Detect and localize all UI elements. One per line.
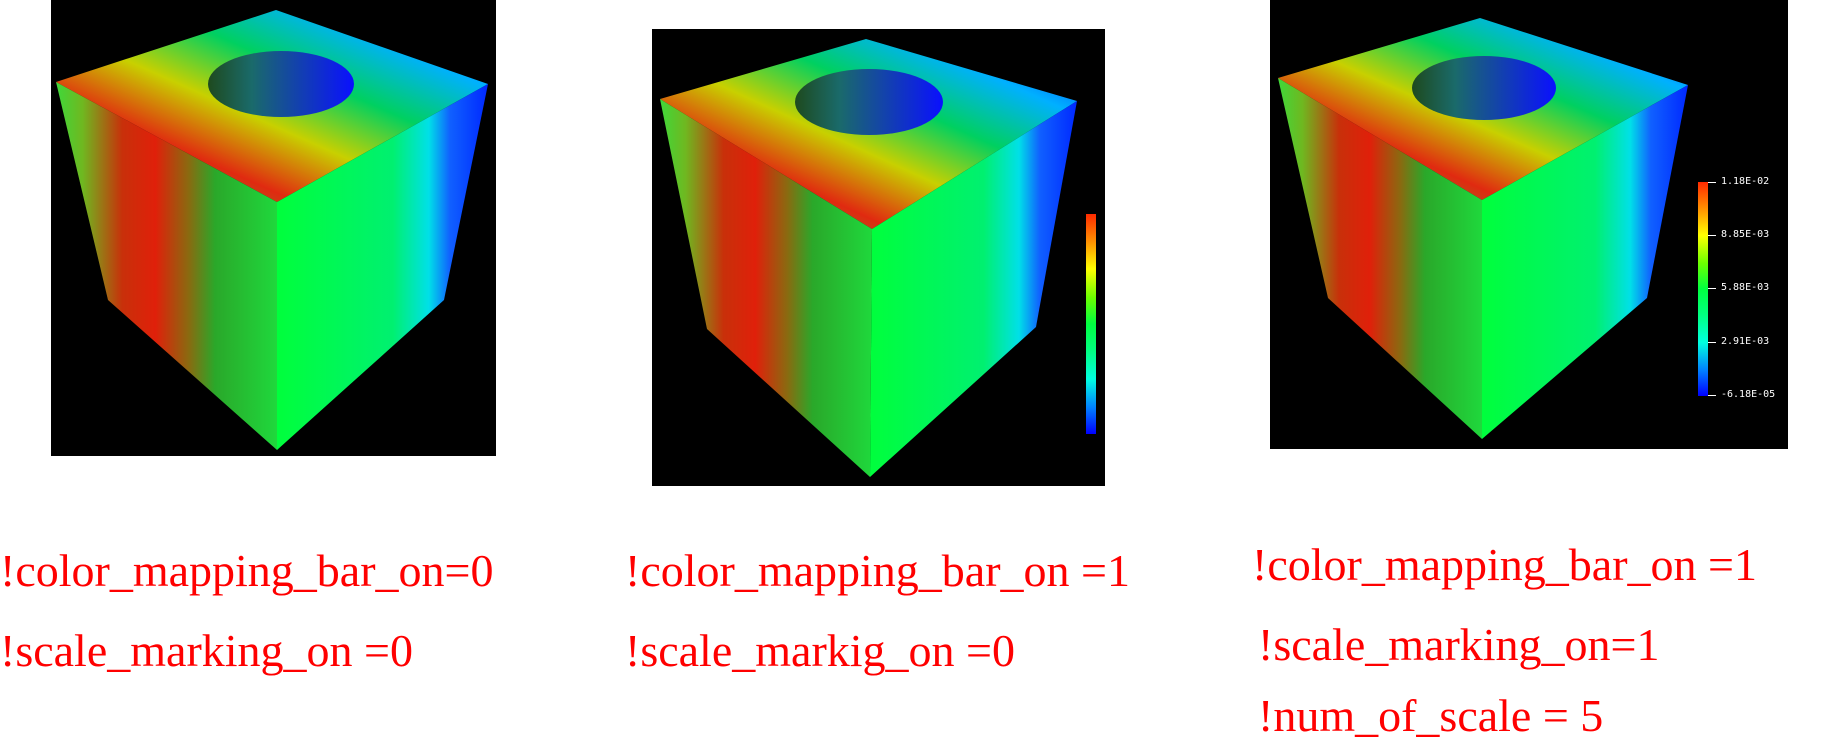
scale-tick: [1708, 182, 1716, 183]
cube-render: [56, 10, 488, 450]
render-panel-no-colorbar: [51, 0, 496, 456]
caption-panel-3-line-3: !num_of_scale = 5: [1258, 690, 1604, 741]
color-mapping-bar: [1086, 214, 1096, 434]
scale-label: 8.85E-03: [1721, 229, 1770, 240]
scale-label: 5.88E-03: [1721, 282, 1770, 293]
scale-label: -6.18E-05: [1721, 389, 1776, 400]
scale-tick: [1708, 342, 1716, 343]
scale-label: 1.18E-02: [1721, 176, 1770, 187]
render-panel-colorbar-scale: 1.18E-02 8.85E-03 5.88E-03 2.91E-03 -6.1…: [1270, 0, 1788, 449]
scale-label: 2.91E-03: [1721, 336, 1770, 347]
color-mapping-bar: [1698, 182, 1708, 396]
caption-panel-2-line-2: !scale_markig_on =0: [625, 625, 1015, 676]
caption-panel-2-line-1: !color_mapping_bar_on =1: [625, 545, 1130, 596]
scale-tick: [1708, 395, 1716, 396]
scale-tick: [1708, 235, 1716, 236]
cube-render: [1278, 18, 1688, 439]
caption-panel-3-line-2: !scale_marking_on=1: [1258, 619, 1660, 670]
caption-panel-3-line-1: !color_mapping_bar_on =1: [1252, 539, 1757, 590]
cube-render: [660, 39, 1077, 477]
caption-panel-1-line-1: !color_mapping_bar_on=0: [0, 545, 494, 596]
scale-tick: [1708, 288, 1716, 289]
caption-panel-1-line-2: !scale_marking_on =0: [0, 625, 413, 676]
render-panel-colorbar: [652, 29, 1105, 486]
